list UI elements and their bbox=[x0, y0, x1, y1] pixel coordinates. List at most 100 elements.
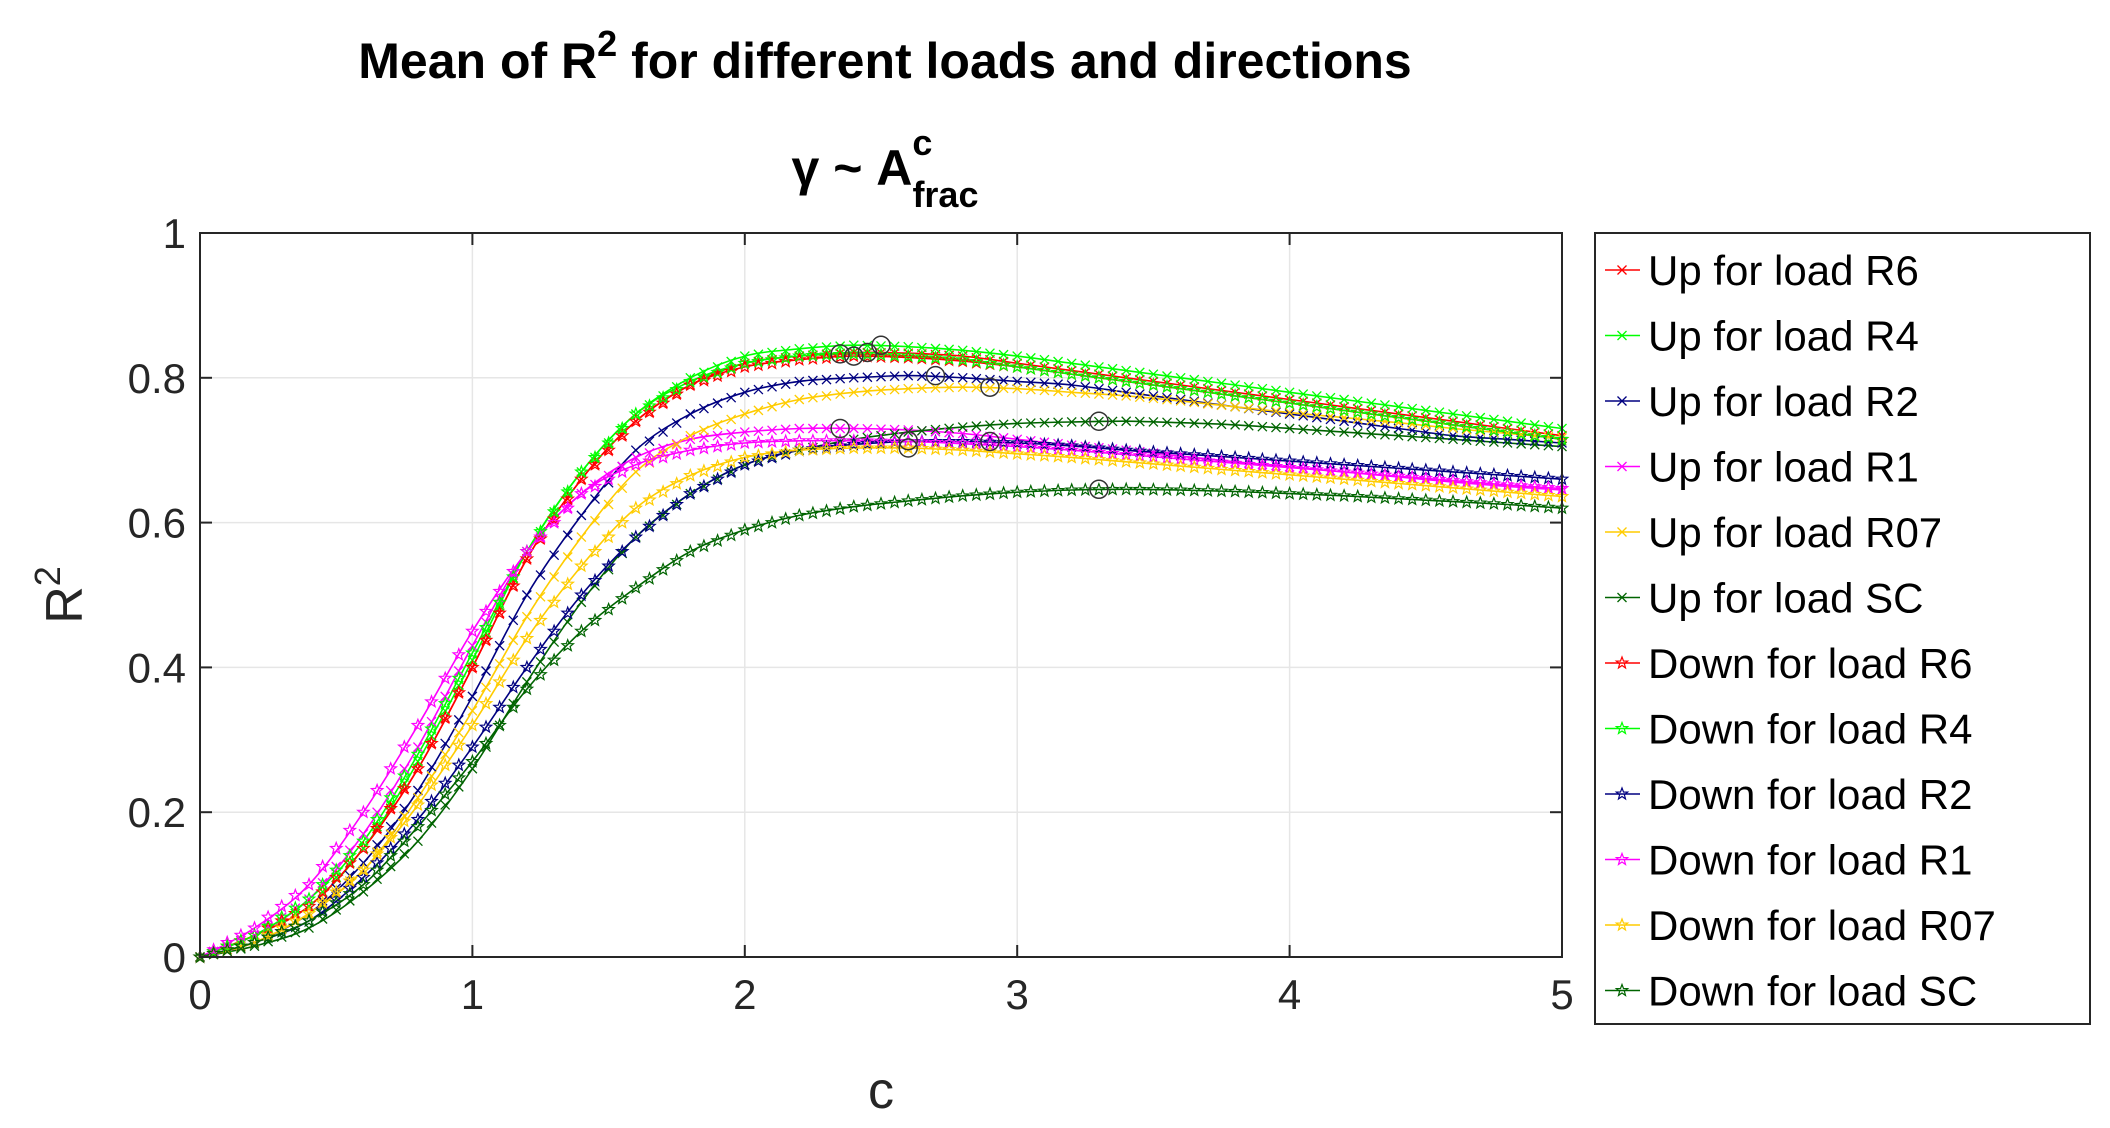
data-point bbox=[916, 425, 927, 436]
data-point bbox=[535, 591, 546, 602]
data-point bbox=[1434, 414, 1445, 425]
data-point bbox=[315, 884, 330, 899]
data-point bbox=[764, 434, 780, 449]
data-point bbox=[1434, 433, 1445, 444]
data-point bbox=[1175, 417, 1186, 428]
data-point bbox=[751, 434, 766, 449]
data-point bbox=[1366, 398, 1377, 409]
legend-item-up-for-load-r6: Up for load R6 bbox=[1605, 247, 1919, 294]
data-point bbox=[1187, 482, 1202, 497]
data-point bbox=[1121, 365, 1132, 376]
data-point bbox=[1295, 397, 1311, 412]
data-point bbox=[791, 507, 807, 522]
data-point bbox=[696, 372, 712, 387]
data-point bbox=[821, 423, 832, 434]
data-point bbox=[751, 357, 766, 372]
data-point bbox=[1473, 420, 1488, 435]
data-point bbox=[1352, 403, 1363, 414]
data-point bbox=[519, 630, 535, 645]
data-point bbox=[383, 789, 399, 805]
data-point bbox=[928, 441, 943, 456]
data-point bbox=[1472, 482, 1488, 497]
data-point bbox=[1418, 478, 1434, 492]
data-point bbox=[549, 571, 560, 582]
data-point bbox=[549, 550, 560, 561]
data-point bbox=[1284, 407, 1295, 418]
legend-label-down-for-load-r07: Down for load R07 bbox=[1648, 902, 1996, 949]
legend-marker-down-for-load-r4 bbox=[1614, 720, 1630, 735]
data-point bbox=[546, 623, 562, 638]
data-point bbox=[780, 424, 791, 435]
data-point bbox=[396, 768, 412, 783]
data-point bbox=[1284, 409, 1295, 419]
data-point bbox=[1186, 382, 1202, 397]
data-point bbox=[492, 699, 507, 714]
data-point bbox=[1363, 473, 1379, 488]
data-point bbox=[426, 771, 437, 781]
data-point bbox=[424, 777, 439, 792]
data-point bbox=[1529, 427, 1540, 438]
data-point bbox=[1066, 380, 1077, 390]
data-point bbox=[494, 658, 505, 669]
data-point bbox=[1541, 487, 1556, 502]
legend-marker-up-for-load-sc bbox=[1617, 592, 1627, 603]
data-point bbox=[696, 369, 712, 384]
data-point bbox=[1500, 424, 1515, 439]
data-point bbox=[764, 446, 780, 461]
series-markers-down-for-load-sc bbox=[192, 481, 1570, 964]
legend-marker-up-for-load-r4 bbox=[1617, 330, 1627, 341]
series-markers-up-for-load-r07 bbox=[195, 382, 1567, 962]
data-point bbox=[930, 371, 941, 382]
data-point bbox=[1418, 413, 1434, 428]
data-point bbox=[437, 670, 453, 685]
data-point bbox=[1241, 389, 1257, 405]
data-point bbox=[369, 862, 385, 877]
data-point bbox=[1023, 446, 1039, 462]
data-point bbox=[1134, 367, 1145, 378]
x-tick-label: 2 bbox=[733, 971, 756, 1018]
data-point bbox=[412, 836, 423, 847]
data-point bbox=[1475, 436, 1486, 447]
data-point bbox=[1407, 403, 1418, 414]
data-point bbox=[1502, 416, 1513, 427]
data-point bbox=[1268, 485, 1284, 500]
data-point bbox=[832, 438, 848, 453]
data-point bbox=[1064, 438, 1080, 453]
data-point bbox=[794, 394, 805, 405]
data-point bbox=[1336, 402, 1352, 417]
data-point bbox=[385, 821, 396, 832]
data-point bbox=[848, 372, 859, 383]
data-point bbox=[533, 612, 548, 627]
data-point bbox=[726, 392, 737, 403]
series-line-down-for-load-r07 bbox=[199, 446, 1563, 958]
data-point bbox=[1459, 481, 1475, 496]
data-point bbox=[287, 918, 303, 933]
data-point bbox=[957, 382, 968, 393]
data-point bbox=[712, 430, 723, 441]
data-point bbox=[685, 434, 696, 445]
data-point bbox=[467, 705, 478, 716]
data-point bbox=[1009, 484, 1025, 499]
data-point bbox=[1420, 432, 1431, 443]
data-point bbox=[1404, 491, 1420, 506]
data-point bbox=[628, 529, 644, 544]
data-point bbox=[1175, 380, 1186, 390]
data-point bbox=[601, 529, 616, 544]
title-line1-suffix: for different loads and directions bbox=[617, 33, 1412, 89]
plot-area-frame bbox=[199, 232, 1563, 958]
data-point bbox=[383, 800, 398, 815]
data-point bbox=[669, 476, 684, 490]
data-point bbox=[1012, 358, 1023, 369]
data-point bbox=[1486, 496, 1502, 510]
data-point bbox=[737, 449, 753, 464]
data-point bbox=[274, 898, 290, 913]
data-point bbox=[805, 347, 821, 362]
data-point bbox=[1325, 392, 1336, 403]
series-markers-down-for-load-r2 bbox=[192, 433, 1570, 964]
data-point bbox=[1393, 401, 1404, 412]
data-point bbox=[560, 500, 576, 515]
data-point bbox=[1227, 449, 1243, 464]
data-point bbox=[1459, 418, 1475, 433]
data-point bbox=[780, 398, 791, 409]
data-point bbox=[410, 797, 426, 812]
